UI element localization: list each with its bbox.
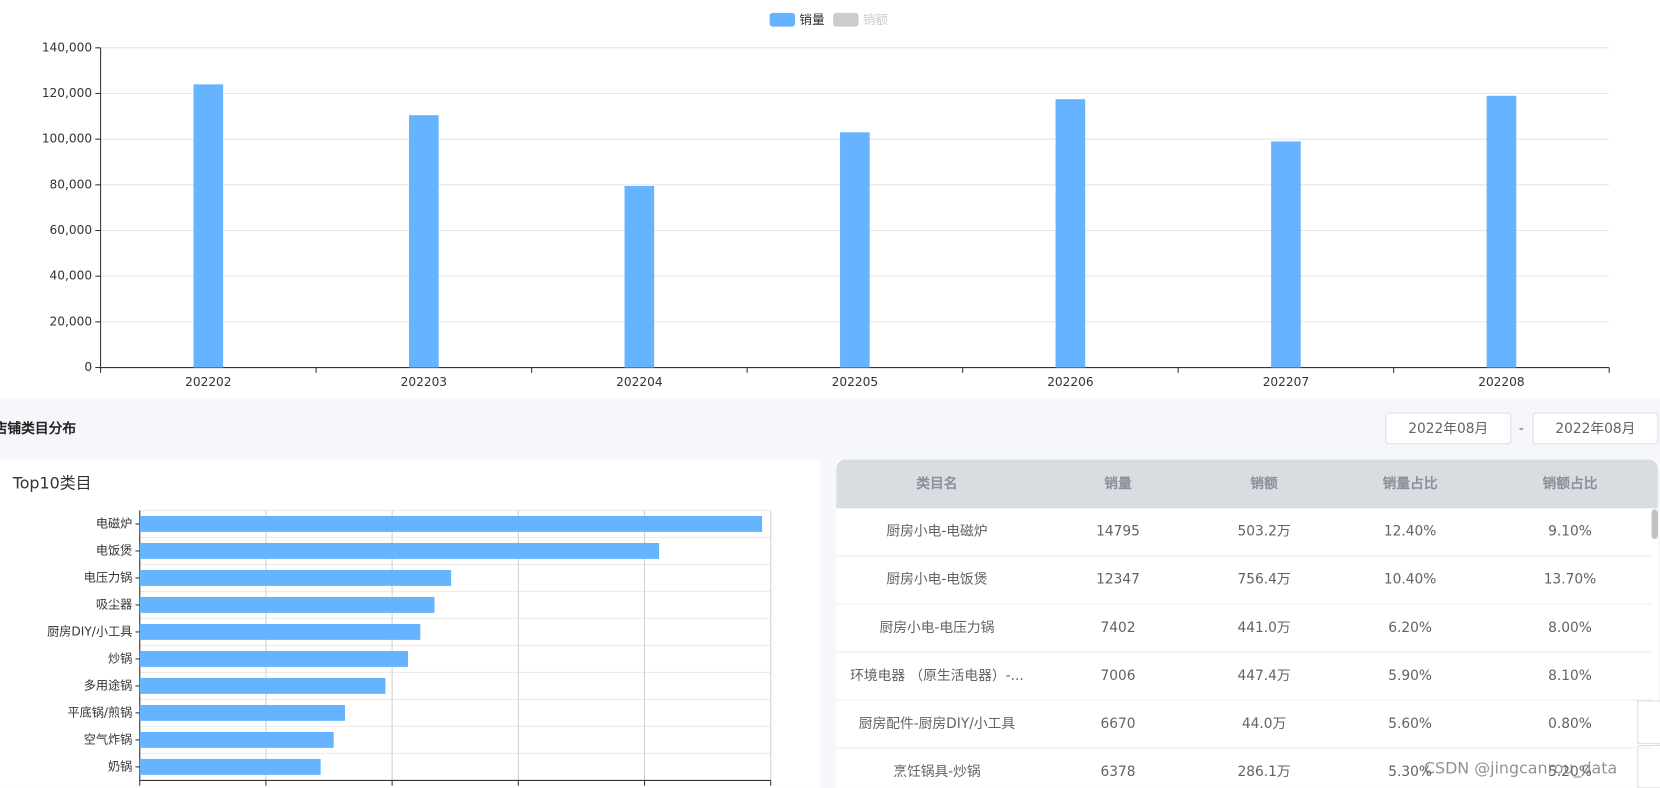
table-cell: 5.20% [1548,764,1592,780]
table-cell: 5.30% [1388,764,1432,780]
table-cell: 8.00% [1548,620,1592,636]
y-tick-label: 120,000 [42,86,92,100]
table-header-bg [836,459,1658,509]
table-cell: 烹饪锅具-炒锅 [893,763,980,780]
chart-title: Top10类目 [12,473,92,492]
side-tool[interactable] [1637,744,1660,788]
bar [139,650,409,667]
table-cell: 6.20% [1388,620,1432,636]
table-cell: 8.10% [1548,668,1592,684]
scrollbar[interactable] [1651,509,1658,540]
y-tick-label: 0 [84,360,92,374]
y-tick-label: 奶锅 [108,758,132,773]
x-tick-label: 202204 [616,375,663,389]
bar [1271,141,1301,368]
x-tick-label: 202206 [1047,375,1093,389]
bar [139,731,334,748]
table-cell: 0.80% [1548,716,1592,732]
table-cell: 厨房配件-厨房DIY/小工具 [859,716,1016,732]
table-panel [836,459,1658,788]
end-date-picker[interactable] [1532,412,1659,445]
y-tick-label: 80,000 [50,177,93,191]
y-tick-label: 厨房DIY/小工具 [47,623,132,638]
column-header: 销额 [1250,475,1278,492]
y-tick-label: 空气炸锅 [84,731,133,746]
section-title: 店铺类目分布 [0,420,76,437]
table-cell: 厨房小电-电磁炉 [886,524,987,540]
table-cell: 13.70% [1544,572,1596,588]
chart-panel [0,459,821,788]
legend-swatch [833,12,859,27]
table-cell: 7402 [1100,620,1135,636]
table-cell: 12347 [1096,572,1140,588]
bar [139,677,386,694]
x-tick-label: 202203 [401,375,447,389]
start-date[interactable]: 2022年08月 [1408,421,1488,437]
table-cell: 5.90% [1388,668,1432,684]
table-cell: 6670 [1100,716,1135,732]
bar [409,115,439,368]
table-cell: 503.2万 [1237,524,1290,540]
column-header: 销量 [1104,475,1132,492]
y-tick-label: 100,000 [42,132,92,146]
end-date[interactable]: 2022年08月 [1555,421,1635,437]
table-cell: 441.0万 [1237,620,1290,636]
y-tick-label: 40,000 [50,269,93,283]
bar [139,516,763,532]
table-cell: 7006 [1100,668,1135,684]
bar [139,704,346,721]
y-tick-label: 电压力锅 [84,569,133,584]
bar [139,543,660,559]
y-tick-label: 20,000 [50,314,93,328]
column-header: 销量占比 [1383,475,1438,492]
x-tick-label: 202202 [185,375,231,389]
legend-label: 销额 [863,12,889,27]
table-cell: 厨房小电-电压力锅 [879,620,994,636]
legend-label: 销量 [799,12,825,27]
bar [624,185,655,368]
bar [1486,95,1517,368]
y-tick-label: 炒锅 [108,650,132,665]
table-cell: 环境电器 （原生活电器）-... [850,668,1024,684]
bar [139,758,321,775]
y-tick-label: 电磁炉 [96,515,132,530]
bar [840,132,870,368]
y-tick-label: 140,000 [42,40,92,54]
date-separator: - [1519,421,1524,437]
table-cell: 厨房小电-电饭煲 [886,571,987,588]
table-cell: 6378 [1100,764,1135,780]
bar [139,570,452,586]
table-cell: 12.40% [1384,524,1436,540]
start-date-picker[interactable] [1385,412,1512,445]
table-cell: 9.10% [1548,524,1592,540]
legend-swatch [769,12,796,27]
column-header: 销额占比 [1543,475,1598,492]
bar [1055,99,1086,368]
bar [193,84,224,368]
side-tool[interactable] [1637,700,1660,744]
y-tick-label: 电饭煲 [96,542,132,557]
x-tick-label: 202207 [1263,375,1309,389]
y-tick-label: 吸尘器 [96,597,132,611]
table-cell: 5.60% [1388,716,1432,732]
table-cell: 10.40% [1384,572,1436,588]
y-tick-label: 平底锅/煎锅 [67,704,132,719]
table-cell: 286.1万 [1237,764,1290,780]
y-tick-label: 60,000 [50,223,93,237]
table-cell: 14795 [1096,524,1140,540]
bar [139,623,421,640]
bar [139,597,435,613]
x-tick-label: 202208 [1478,375,1524,389]
watermark: CSDN @jingcanrou_data [1424,758,1617,778]
table-cell: 44.0万 [1242,716,1286,732]
table-cell: 756.4万 [1237,572,1290,588]
x-tick-label: 202205 [832,375,878,389]
column-header: 类目名 [916,475,957,492]
y-tick-label: 多用途锅 [84,677,133,692]
table-cell: 447.4万 [1237,668,1290,684]
